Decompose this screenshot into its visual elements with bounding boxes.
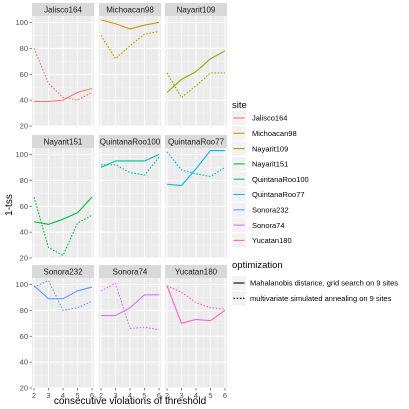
facet-strip-label: Sonora74 <box>113 268 148 277</box>
facet-panel-michoacan98: Michoacan98 <box>99 3 161 127</box>
facet-strip <box>99 3 161 16</box>
x-tick-label: 6 <box>90 391 94 400</box>
series-line-solid <box>100 153 160 168</box>
legend-entry-label: multivariate simulated annealing on 9 si… <box>250 294 392 303</box>
facet-strip <box>99 265 161 278</box>
legend-entry-label: Sonora232 <box>252 206 289 215</box>
facet-strip <box>32 3 94 16</box>
legend-entry-label: Nayarit109 <box>252 144 288 153</box>
legend-entry-label: QuintanaRoo100 <box>252 175 309 184</box>
series-line-dotted <box>101 156 160 176</box>
facet-strip-label: Sonora232 <box>43 268 83 277</box>
y-tick-label: 20 <box>20 122 28 131</box>
y-axis-title: 1-tss <box>4 194 15 216</box>
series-line-solid <box>101 294 159 317</box>
series-line-dotted <box>33 197 93 256</box>
x-tick-label: 4 <box>128 391 132 400</box>
facet-panel-nayarit109: Nayarit109 <box>165 3 227 127</box>
legend-entry-label: Sonora74 <box>252 221 285 230</box>
y-tick-label: 100 <box>15 280 28 289</box>
series-line-dotted <box>33 280 93 311</box>
legend-title: optimization <box>232 260 283 271</box>
y-tick-label: 80 <box>20 44 28 53</box>
facet-strip <box>165 135 227 148</box>
x-tick-label: 6 <box>223 391 227 400</box>
series-line-solid <box>34 87 93 102</box>
facet-strip-label: Yucatan180 <box>175 268 218 277</box>
facet-strip <box>99 135 161 148</box>
facet-strip-label: Nayarit109 <box>177 6 216 15</box>
x-tick-label: 4 <box>61 391 65 400</box>
y-tick-label: 60 <box>20 70 28 79</box>
legend-site: site Jalisco164 Michoacan98 Nayarit109 Nayar… <box>232 100 309 248</box>
x-tick-label: 2 <box>165 391 169 400</box>
facet-strip-label: QuintanaRoo100 <box>100 138 161 147</box>
y-tick-label: 40 <box>20 358 28 367</box>
facet-panel-sonora74: Sonora74 2 3 4 5 6 <box>99 265 161 400</box>
facet-strip <box>165 265 227 278</box>
series-line-dotted <box>100 282 160 331</box>
series-line-dotted <box>166 285 226 310</box>
y-tick-label: 60 <box>20 202 28 211</box>
facet-strip-label: Jalisco164 <box>44 6 82 15</box>
series-line-solid <box>166 285 226 324</box>
legend-entry-label: Nayarit151 <box>252 160 288 169</box>
legend-title: site <box>232 100 247 111</box>
y-tick-label: 60 <box>20 332 28 341</box>
facet-panel-quintanaroo100: QuintanaRoo100 <box>99 135 161 259</box>
y-tick-label: 20 <box>20 384 28 393</box>
legend-entry-label: Jalisco164 <box>252 114 287 123</box>
facet-strip <box>165 3 227 16</box>
x-tick-label: 3 <box>46 391 50 400</box>
series-line-solid <box>100 19 160 30</box>
series-line-solid <box>166 50 226 93</box>
facet-panel-sonora232: Sonora232 20 40 60 80 100 2 3 4 5 6 <box>15 265 94 400</box>
facet-panel-jalisco164: Jalisco164 20 40 60 80 100 <box>15 3 94 131</box>
facet-strip-label: QuintanaRoo77 <box>168 138 225 147</box>
y-tick-label: 100 <box>15 18 28 27</box>
x-tick-label: 4 <box>194 391 198 400</box>
x-tick-label: 3 <box>113 391 117 400</box>
facet-panel-yucatan180: Yucatan180 2 3 4 5 6 <box>165 265 227 400</box>
x-tick-label: 3 <box>179 391 183 400</box>
facet-panel-nayarit151: Nayarit151 20 40 60 80 100 <box>15 135 94 263</box>
legend-optimization: optimization Mahalanobis distance, grid s… <box>232 260 398 306</box>
x-tick-label: 2 <box>32 391 36 400</box>
facet-strip <box>32 265 94 278</box>
series-line-solid <box>166 150 225 187</box>
x-tick-label: 2 <box>99 391 103 400</box>
y-tick-label: 40 <box>20 96 28 105</box>
series-line-solid <box>33 196 93 225</box>
legend-key-background <box>232 291 246 306</box>
y-tick-label: 80 <box>20 176 28 185</box>
x-tick-label: 6 <box>157 391 161 400</box>
x-tick-label: 5 <box>208 391 212 400</box>
y-tick-label: 80 <box>20 306 28 315</box>
x-tick-label: 5 <box>75 391 79 400</box>
y-tick-label: 20 <box>20 254 28 263</box>
series-line-dotted <box>166 151 226 178</box>
series-line-dotted <box>166 72 225 99</box>
facet-panel-quintanaroo77: QuintanaRoo77 <box>165 135 227 259</box>
facet-strip <box>32 135 94 148</box>
series-line-solid <box>33 285 93 300</box>
series-line-dotted <box>33 48 93 101</box>
facet-strip-label: Michoacan98 <box>106 6 154 15</box>
legend-entry-label: Yucatan180 <box>252 236 292 245</box>
y-tick-label: 40 <box>20 228 28 237</box>
y-tick-label: 100 <box>15 150 28 159</box>
x-axis-title: consecutive violations of threshold <box>54 396 206 407</box>
legend-entry-label: Mahalanobis distance, grid search on 9 s… <box>250 279 398 288</box>
x-tick-label: 5 <box>142 391 146 400</box>
legend-entry-label: Michoacan98 <box>252 129 297 138</box>
legend-entry-label: QuintanaRoo77 <box>252 190 305 199</box>
facet-strip-label: Nayarit151 <box>44 138 83 147</box>
